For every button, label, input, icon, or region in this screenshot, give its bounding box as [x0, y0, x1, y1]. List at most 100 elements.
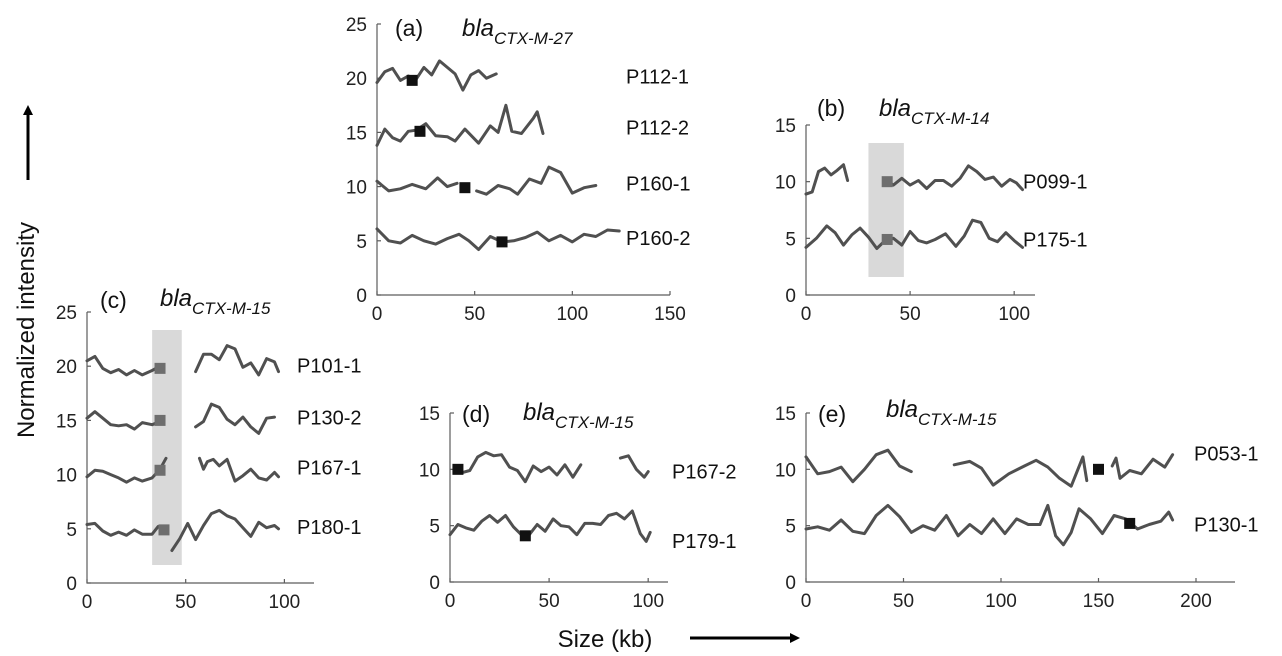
panel-e-y-tick-label: 15 — [775, 404, 796, 425]
panel-b-x-tick-label: 0 — [801, 304, 812, 325]
panel-d-series-P167-2 — [452, 450, 650, 484]
panel-a-trace-line — [375, 103, 545, 147]
panel-a-gene-sub: CTX-M-27 — [494, 29, 573, 48]
panel-a-trace-line — [375, 59, 498, 92]
panel-e-y-tick-label: 10 — [775, 460, 796, 481]
panel-d-letter: (d) — [462, 401, 490, 427]
panel-a-gene: blaCTX-M-27 — [462, 15, 573, 48]
panel-c-trace-label: P130-2 — [297, 407, 362, 429]
panel-a-x-tick-label: 150 — [654, 304, 686, 325]
panel-b-gene-sub: CTX-M-14 — [911, 109, 989, 128]
panel-b-gene: blaCTX-M-14 — [879, 95, 989, 128]
panel-c-series-P130-2 — [85, 402, 276, 435]
panel-e-trace-line — [804, 503, 1175, 547]
panel-c-axes — [86, 312, 314, 584]
panel-a-y-tick-label: 15 — [346, 123, 367, 144]
panel-e-trace-line — [804, 448, 913, 484]
panel-b-letter: (b) — [817, 95, 845, 121]
panel-e-gene-marker — [1093, 463, 1104, 475]
panel-a-x-tick-label: 50 — [464, 304, 485, 325]
panel-e-x-tick-label: 100 — [985, 591, 1017, 612]
panel-e-series-P053-1 — [804, 448, 1175, 488]
panel-a-trace-line — [375, 227, 621, 251]
panel-b-axes — [805, 125, 1035, 296]
panel-c-x-tick-label: 100 — [269, 592, 301, 613]
panel-b-y-tick-label: 0 — [785, 286, 796, 307]
panel-b: (b) blaCTX-M-14 0 50 100 0 5 10 15 P099-1 P175-1 — [775, 95, 1088, 325]
panel-a-y-tick-label: 10 — [346, 178, 367, 199]
panel-e-x-tick-label: 200 — [1180, 591, 1212, 612]
panel-e-letter: (e) — [818, 401, 846, 427]
panel-a-trace-label: P160-2 — [626, 228, 691, 250]
panel-c-series-P101-1 — [85, 344, 280, 377]
panel-b-gene-main: bla — [879, 95, 911, 122]
panel-c-series-P167-1 — [85, 456, 280, 484]
panel-c-y-tick-label: 5 — [66, 520, 77, 541]
panel-d-header: (d) blaCTX-M-15 — [462, 399, 634, 432]
panel-a-y-tick-label: 5 — [356, 232, 367, 253]
panel-b-trace-line — [804, 218, 1024, 250]
panel-d-x-tick-label: 0 — [445, 591, 456, 612]
panel-b-trace-line — [883, 164, 1024, 192]
panel-c-trace-line — [194, 344, 280, 377]
panel-c-gene-sub: CTX-M-15 — [192, 299, 271, 318]
panel-c-gene-marker — [154, 414, 166, 426]
panel-b-x-tick-label: 50 — [900, 304, 921, 325]
panel-c: (c) blaCTX-M-15 0 50 100 0 5 10 15 20 25 P101-1 P1… — [56, 285, 362, 613]
panel-b-gene-marker — [881, 176, 893, 188]
panel-c-gene-main: bla — [160, 285, 192, 312]
panel-d-x-tick-label: 100 — [632, 591, 664, 612]
panel-a-header: (a) blaCTX-M-27 — [395, 15, 573, 48]
panel-c-trace-label: P180-1 — [297, 517, 362, 539]
panel-d-trace-label: P179-1 — [672, 531, 737, 553]
panel-a-trace-label: P160-1 — [626, 174, 691, 196]
panel-d-y-tick-label: 10 — [419, 460, 440, 481]
panel-c-gene-marker — [154, 362, 166, 374]
panel-d-y-tick-label: 0 — [429, 573, 440, 594]
panel-a-axes — [376, 24, 670, 296]
panel-c-header: (c) blaCTX-M-15 — [100, 285, 271, 318]
panel-d-trace-line — [448, 509, 652, 543]
panel-c-trace-line — [85, 410, 162, 431]
panel-a-series-P160-2 — [375, 227, 621, 251]
panel-a-y-tick-label: 20 — [346, 69, 367, 90]
panel-d-x-tick-label: 50 — [539, 591, 560, 612]
panel-b-y-tick-label: 10 — [775, 173, 796, 194]
panel-c-trace-label: P167-1 — [297, 457, 362, 479]
panel-a-series-P160-1 — [375, 165, 598, 196]
panel-c-y-tick-label: 0 — [66, 574, 77, 595]
panel-c-gene-marker — [154, 464, 166, 476]
panel-e-gene-sub: CTX-M-15 — [918, 410, 997, 429]
panel-d-series-P179-1 — [448, 509, 652, 543]
panel-c-trace-label: P101-1 — [297, 355, 362, 377]
panel-e-trace-line — [952, 455, 1089, 488]
panel-a-trace-label: P112-2 — [626, 117, 689, 139]
panel-b-trace-label: P099-1 — [1023, 172, 1088, 194]
panel-a-series-P112-1 — [375, 59, 498, 92]
panel-c-x-tick-label: 0 — [82, 592, 93, 613]
panel-b-header: (b) blaCTX-M-14 — [817, 95, 989, 128]
panel-e-x-tick-label: 150 — [1083, 591, 1115, 612]
panel-a-gene-main: bla — [462, 15, 494, 42]
panel-a-letter: (a) — [395, 15, 423, 41]
panel-e-gene-marker — [1124, 517, 1136, 529]
panel-c-y-tick-label: 10 — [56, 466, 77, 487]
panel-a-gene-marker — [406, 74, 418, 86]
panel-b-gene-marker — [881, 233, 893, 245]
panel-e-x-tick-label: 50 — [893, 591, 914, 612]
x-axis-title: Size (kb) — [558, 626, 653, 653]
panel-e-header: (e) blaCTX-M-15 — [818, 396, 997, 429]
panel-c-series-P180-1 — [85, 508, 280, 552]
panel-e-trace-line — [1110, 453, 1175, 480]
panel-c-y-tick-label: 25 — [56, 303, 77, 324]
panel-d-gene-marker — [519, 530, 531, 542]
panel-e-trace-label: P053-1 — [1194, 443, 1259, 465]
panel-a-gene-marker — [414, 125, 426, 137]
panel-c-trace-line — [198, 456, 280, 483]
panel-e-y-tick-label: 0 — [785, 573, 796, 594]
panel-c-y-tick-label: 20 — [56, 357, 77, 378]
panel-a-y-tick-label: 25 — [346, 15, 367, 36]
panel-d-gene: blaCTX-M-15 — [523, 399, 634, 432]
panel-a-trace-line — [375, 176, 459, 193]
